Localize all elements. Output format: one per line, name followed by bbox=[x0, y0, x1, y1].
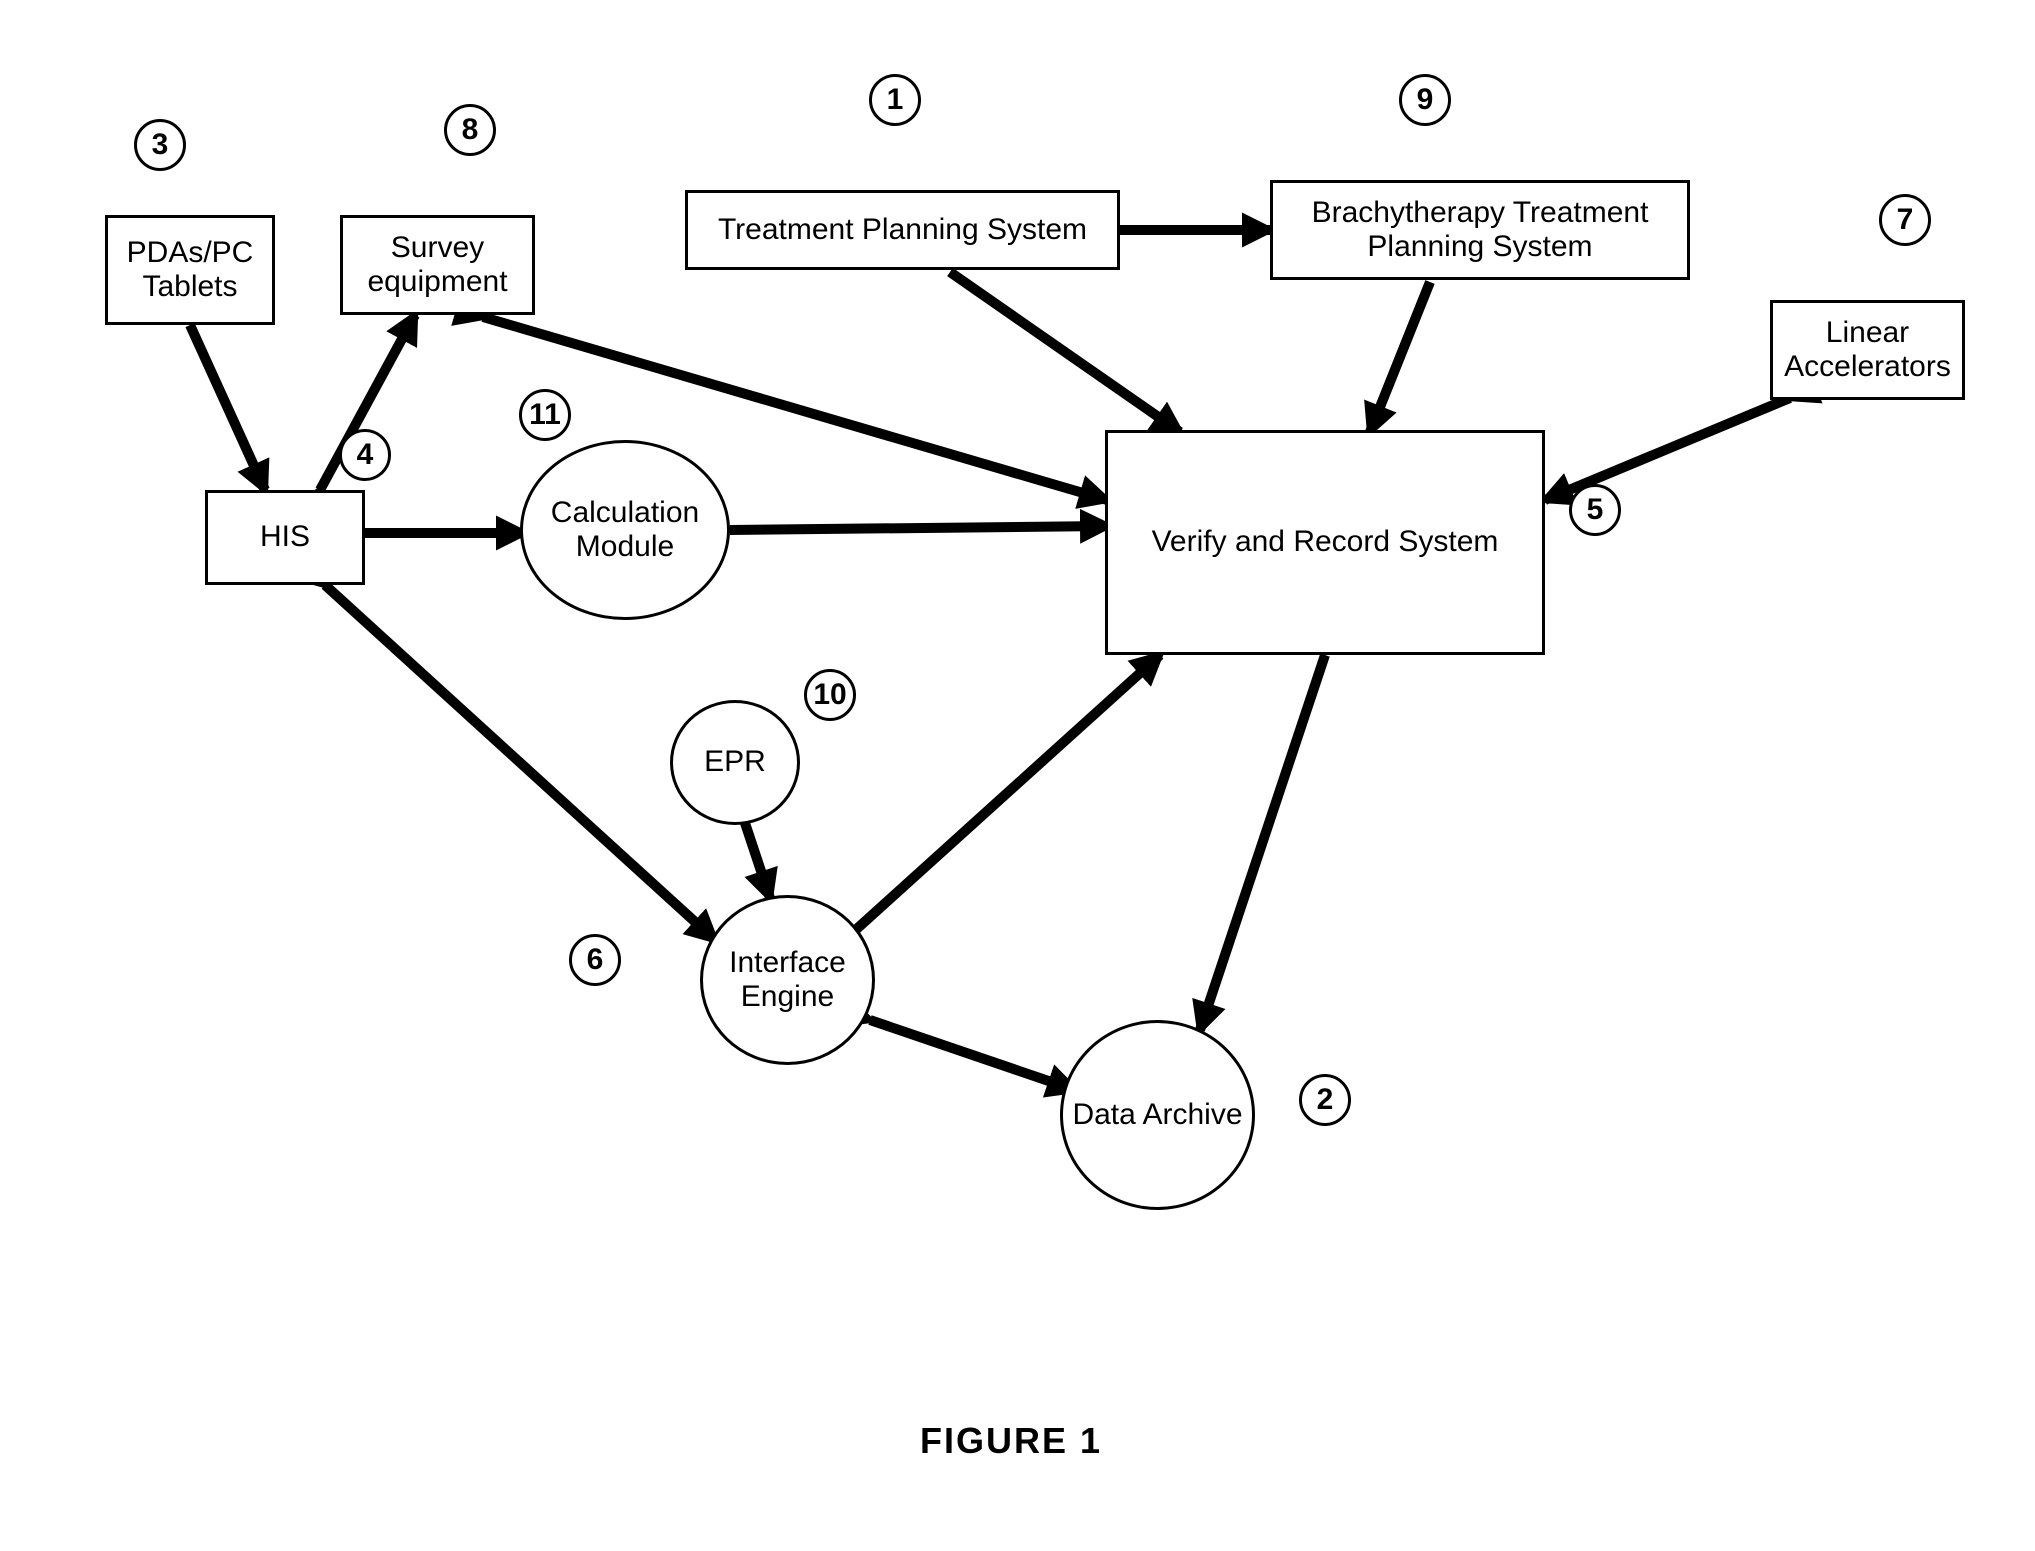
badge-1: 1 bbox=[869, 74, 921, 126]
edge-his-ie bbox=[325, 585, 715, 940]
badge-2: 2 bbox=[1299, 1074, 1351, 1126]
node-btps: Brachytherapy TreatmentPlanning System bbox=[1270, 180, 1690, 280]
node-pdas: PDAs/PCTablets bbox=[105, 215, 275, 325]
diagram-canvas: Treatment Planning System Brachytherapy T… bbox=[0, 0, 2035, 1551]
badge-3: 3 bbox=[134, 119, 186, 171]
node-linac: LinearAccelerators bbox=[1770, 300, 1965, 400]
edge-pdas-his bbox=[190, 325, 265, 490]
node-his: HIS bbox=[205, 490, 365, 585]
node-ie: InterfaceEngine bbox=[700, 895, 875, 1065]
edge-calc-vrs bbox=[730, 526, 1108, 530]
edge-epr-ie bbox=[745, 823, 770, 898]
node-tps: Treatment Planning System bbox=[685, 190, 1120, 270]
edge-btps-vrs bbox=[1370, 282, 1430, 432]
edge-vrs-da bbox=[1200, 655, 1325, 1030]
node-calc: CalculationModule bbox=[520, 440, 730, 620]
node-survey: Surveyequipment bbox=[340, 215, 535, 315]
badge-5: 5 bbox=[1569, 484, 1621, 536]
node-vrs: Verify and Record System bbox=[1105, 430, 1545, 655]
node-epr: EPR bbox=[670, 700, 800, 825]
badge-11: 11 bbox=[519, 389, 571, 441]
edge-ie-da bbox=[870, 1020, 1075, 1090]
badge-10: 10 bbox=[804, 669, 856, 721]
badge-8: 8 bbox=[444, 104, 496, 156]
edge-tps-vrs bbox=[950, 272, 1180, 432]
edge-linac-vrs bbox=[1545, 398, 1790, 500]
figure-label: FIGURE 1 bbox=[920, 1420, 1102, 1462]
badge-4: 4 bbox=[339, 429, 391, 481]
node-da: Data Archive bbox=[1060, 1020, 1255, 1210]
badge-9: 9 bbox=[1399, 74, 1451, 126]
badge-7: 7 bbox=[1879, 194, 1931, 246]
edge-ie-vrs bbox=[850, 655, 1160, 935]
badge-6: 6 bbox=[569, 934, 621, 986]
